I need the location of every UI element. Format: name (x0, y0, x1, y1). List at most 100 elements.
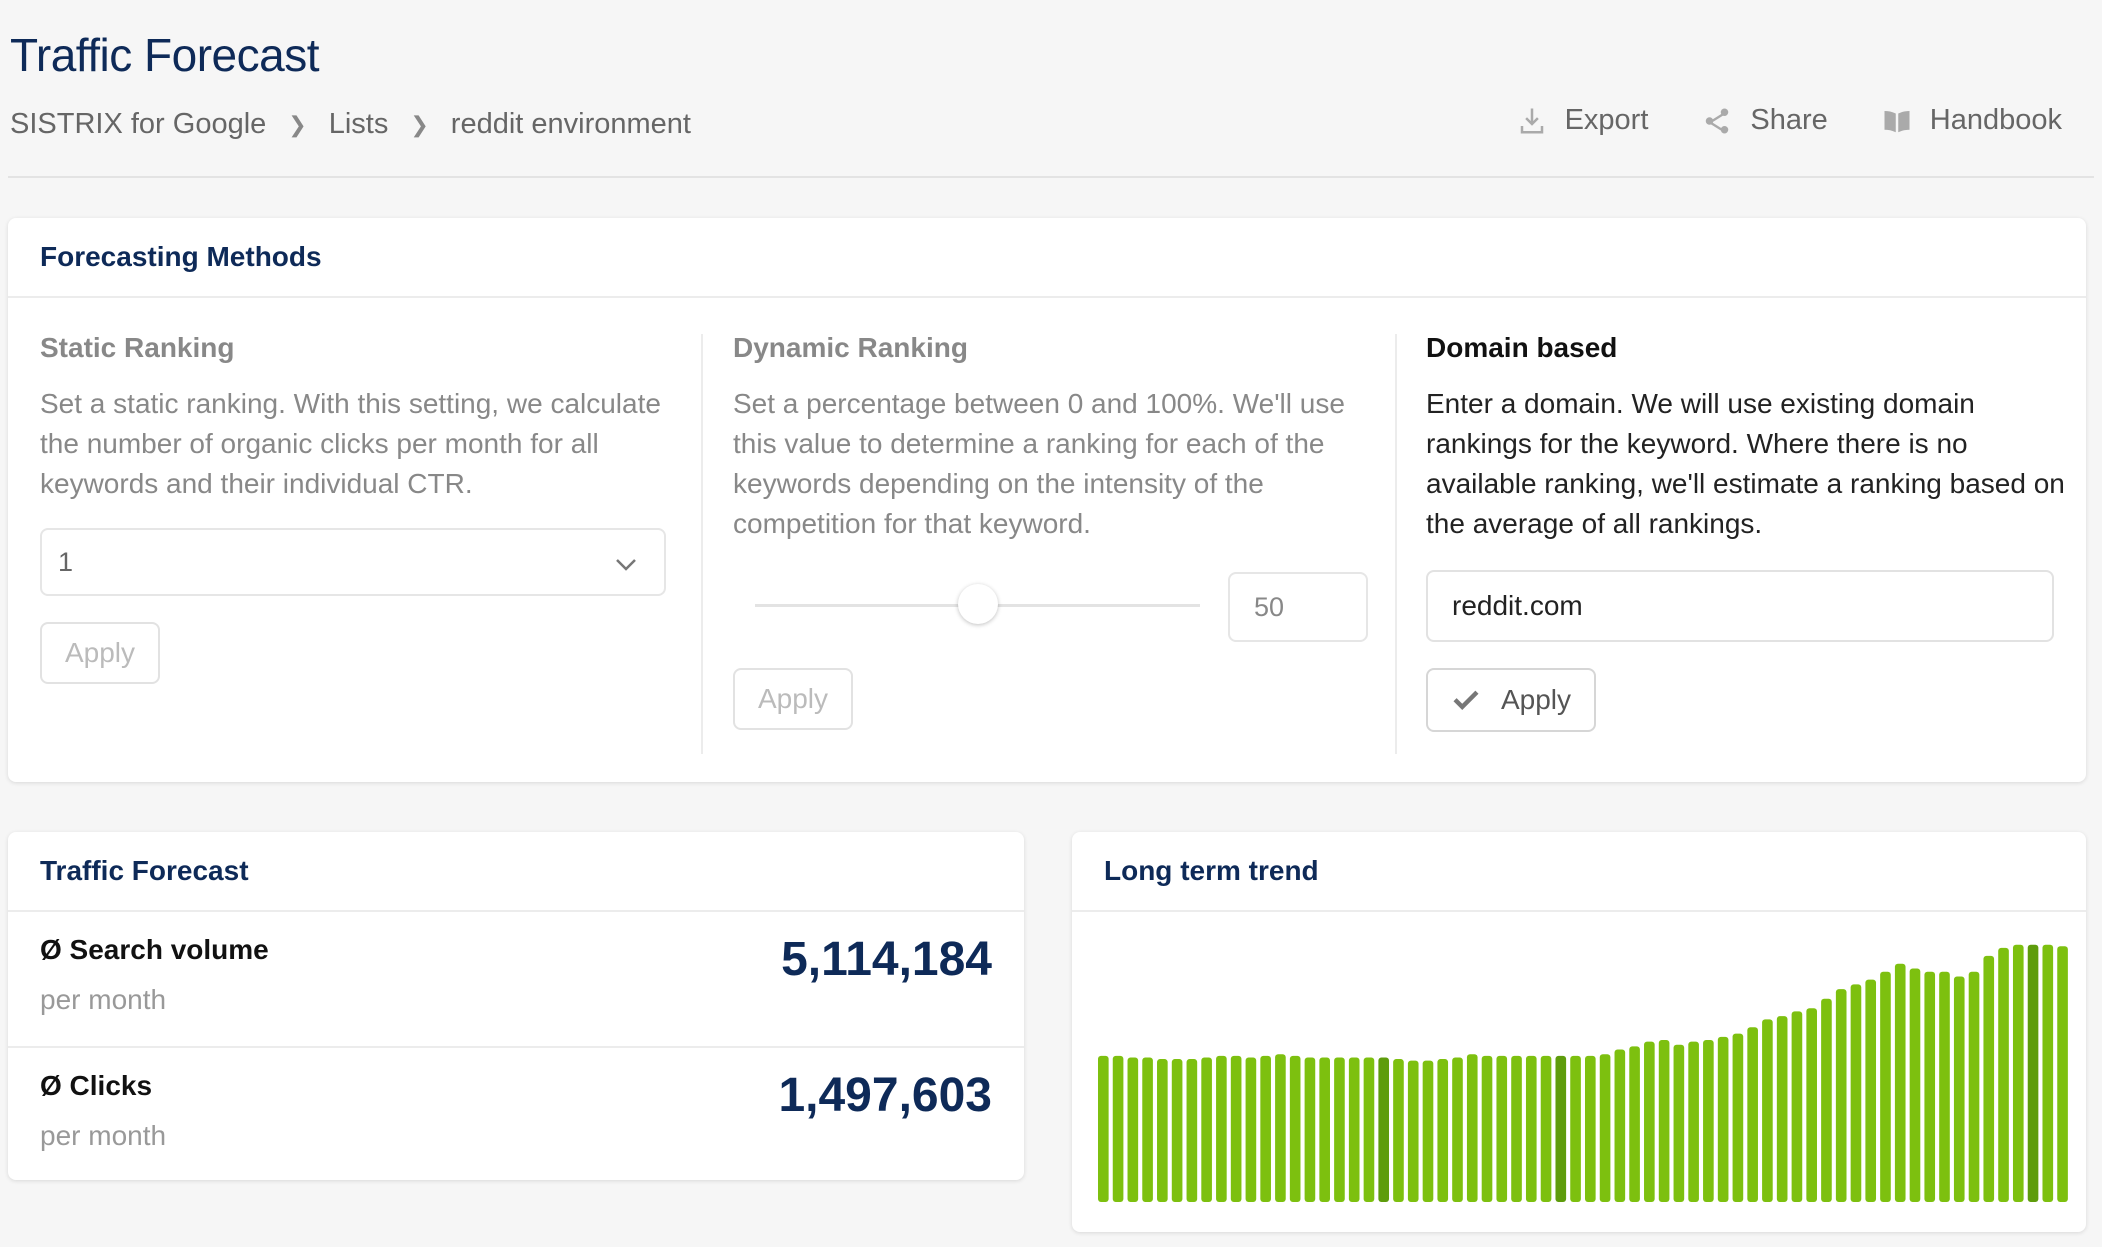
static-ranking-desc: Set a static ranking. With this setting,… (40, 388, 661, 499)
dynamic-ranking-desc: Set a percentage between 0 and 100%. We'… (733, 388, 1345, 539)
trend-bar[interactable] (1098, 1055, 1109, 1202)
long-term-trend-card: Long term trend (1072, 832, 2086, 1232)
trend-bar[interactable] (1673, 1044, 1685, 1202)
domain-based-column: Domain based Enter a domain. We will use… (1426, 328, 2066, 748)
trend-bar[interactable] (1998, 947, 2009, 1202)
domain-apply-button[interactable]: Apply (1426, 668, 1596, 732)
trend-bar[interactable] (1644, 1041, 1655, 1202)
trend-bar[interactable] (1703, 1040, 1714, 1202)
trend-bar[interactable] (1112, 1055, 1124, 1202)
export-button[interactable]: Export (1517, 104, 1648, 137)
trend-bar[interactable] (1909, 968, 1921, 1202)
trend-bar[interactable] (1585, 1055, 1596, 1202)
trend-bar[interactable] (1393, 1059, 1404, 1202)
static-apply-button[interactable]: Apply (40, 622, 160, 684)
share-label: Share (1750, 104, 1828, 136)
trend-bar[interactable] (1127, 1057, 1139, 1202)
trend-bar[interactable] (1216, 1055, 1227, 1202)
trend-bar[interactable] (1850, 984, 1862, 1202)
trend-bar[interactable] (2012, 944, 2024, 1202)
trend-bar[interactable] (2027, 944, 2039, 1202)
trend-bar[interactable] (1496, 1055, 1508, 1202)
trend-bar[interactable] (1717, 1036, 1729, 1202)
trend-bar[interactable] (1481, 1055, 1493, 1202)
breadcrumb-item-lists[interactable]: Lists (328, 108, 389, 140)
trend-bar-chart (1098, 944, 2068, 1202)
trend-bar[interactable] (1422, 1060, 1434, 1202)
breadcrumb-item-current: reddit environment (450, 108, 691, 140)
trend-bar[interactable] (1378, 1057, 1390, 1202)
trend-bar[interactable] (1658, 1040, 1670, 1202)
trend-bar[interactable] (1614, 1049, 1626, 1202)
trend-bar[interactable] (1260, 1055, 1271, 1202)
trend-bar[interactable] (1186, 1059, 1198, 1202)
trend-bar[interactable] (1319, 1057, 1330, 1202)
breadcrumb-item-sistrix[interactable]: SISTRIX for Google (10, 108, 267, 140)
trend-bar[interactable] (1437, 1059, 1449, 1202)
share-icon (1706, 108, 1729, 133)
trend-bar[interactable] (1511, 1055, 1522, 1202)
slider-handle[interactable] (957, 584, 998, 624)
trend-bar[interactable] (2042, 944, 2054, 1202)
trend-bar[interactable] (1732, 1033, 1744, 1202)
trend-bar[interactable] (1599, 1054, 1611, 1202)
card-title: Long term trend (1072, 832, 2086, 912)
trend-bar[interactable] (1157, 1059, 1168, 1202)
trend-bar[interactable] (1821, 998, 1832, 1202)
trend-bar[interactable] (1466, 1054, 1478, 1202)
trend-bar[interactable] (1747, 1027, 1758, 1202)
clicks-sub: per month (40, 1120, 167, 1151)
handbook-label: Handbook (1929, 104, 2062, 136)
trend-bar[interactable] (1894, 963, 1906, 1202)
book-icon (1884, 110, 1910, 132)
trend-bar[interactable] (1570, 1055, 1581, 1202)
trend-bar[interactable] (1953, 976, 1965, 1202)
share-button[interactable]: Share (1702, 104, 1828, 137)
trend-bar[interactable] (1835, 989, 1847, 1202)
dynamic-ranking-title: Dynamic Ranking (733, 332, 968, 363)
trend-bar[interactable] (1865, 979, 1877, 1202)
trend-bar[interactable] (2057, 946, 2068, 1202)
traffic-forecast-card: Traffic Forecast Ø Search volume per mon… (8, 832, 1024, 1180)
percentage-slider[interactable] (755, 584, 1200, 624)
column-divider (701, 334, 703, 754)
search-volume-label: Ø Search volume (40, 934, 269, 965)
trend-bar[interactable] (1142, 1057, 1153, 1202)
trend-bar[interactable] (1540, 1055, 1552, 1202)
domain-based-desc: Enter a domain. We will use existing dom… (1426, 388, 2065, 539)
trend-bar[interactable] (1304, 1057, 1316, 1202)
trend-bar[interactable] (1245, 1057, 1257, 1202)
trend-bar[interactable] (1334, 1057, 1345, 1202)
percentage-input[interactable]: 50 (1228, 572, 1368, 642)
trend-bar[interactable] (1880, 971, 1891, 1202)
ranking-select[interactable]: 1 (40, 528, 666, 596)
trend-bar[interactable] (1363, 1057, 1375, 1202)
trend-bar[interactable] (1924, 971, 1936, 1202)
trend-bar[interactable] (1776, 1016, 1788, 1202)
handbook-button[interactable]: Handbook (1882, 104, 2062, 137)
trend-bar[interactable] (1983, 955, 1995, 1202)
trend-bar[interactable] (1968, 971, 1980, 1202)
trend-bar[interactable] (1525, 1055, 1537, 1202)
trend-bar[interactable] (1289, 1055, 1301, 1202)
trend-bar[interactable] (1407, 1060, 1419, 1202)
header-actions: Export Share Handbook (1517, 104, 2062, 137)
trend-bar[interactable] (1201, 1057, 1212, 1202)
trend-bar[interactable] (1762, 1019, 1773, 1202)
trend-bar[interactable] (1275, 1054, 1286, 1202)
domain-input[interactable]: reddit.com (1426, 570, 2054, 642)
trend-bar[interactable] (1452, 1057, 1463, 1202)
trend-bar[interactable] (1939, 971, 1950, 1202)
dynamic-ranking-column: Dynamic Ranking Set a percentage between… (733, 328, 1369, 748)
trend-bar[interactable] (1629, 1046, 1640, 1202)
trend-bar[interactable] (1555, 1055, 1567, 1202)
trend-bar[interactable] (1806, 1008, 1817, 1202)
trend-bar[interactable] (1230, 1055, 1242, 1202)
trend-bar[interactable] (1171, 1059, 1183, 1202)
trend-bar[interactable] (1688, 1041, 1699, 1202)
chevron-right-icon: ❯ (288, 111, 307, 137)
search-volume-value: 5,114,184 (781, 933, 992, 986)
trend-bar[interactable] (1791, 1011, 1803, 1202)
trend-bar[interactable] (1348, 1057, 1360, 1202)
dynamic-apply-button[interactable]: Apply (733, 668, 853, 730)
